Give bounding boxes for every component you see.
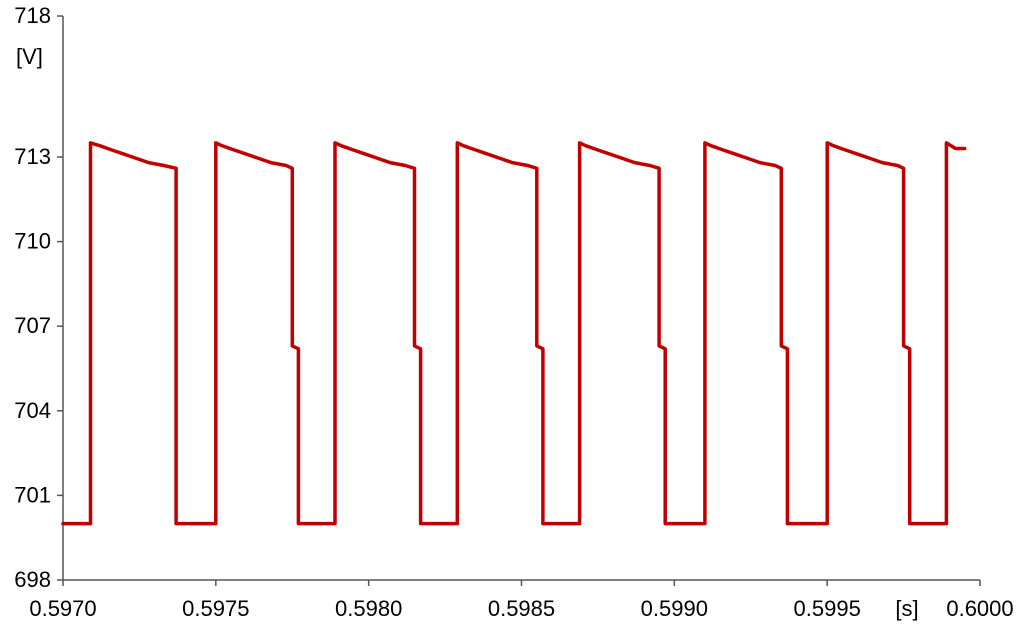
series-line-0 xyxy=(61,141,967,526)
x-tick-label: 0.5970 xyxy=(29,596,96,621)
y-tick-label: 713 xyxy=(14,144,51,169)
x-tick-label: 0.5995 xyxy=(794,596,861,621)
series-group xyxy=(61,141,967,526)
x-tick-label: 0.5980 xyxy=(335,596,402,621)
y-axis: 698 701 704 707 710 713 718 xyxy=(14,3,64,592)
x-tick-label: 0.5975 xyxy=(182,596,249,621)
y-tick-label: 701 xyxy=(14,482,51,507)
x-axis: 0.5970 0.5975 0.5980 0.5985 0.5990 0.5995 0.60… xyxy=(29,579,1014,621)
y-tick-label: 704 xyxy=(14,398,51,423)
x-axis-label: [s] xyxy=(895,596,918,621)
y-tick-label: 710 xyxy=(14,229,51,254)
x-tick-label: 0.5990 xyxy=(641,596,708,621)
y-axis-label: [V] xyxy=(16,44,43,69)
y-tick-label: 718 xyxy=(14,3,51,28)
y-tick-label: 698 xyxy=(14,567,51,592)
x-tick-label: 0.6000 xyxy=(946,596,1013,621)
y-tick-label: 707 xyxy=(14,313,51,338)
x-tick-label: 0.5985 xyxy=(488,596,555,621)
